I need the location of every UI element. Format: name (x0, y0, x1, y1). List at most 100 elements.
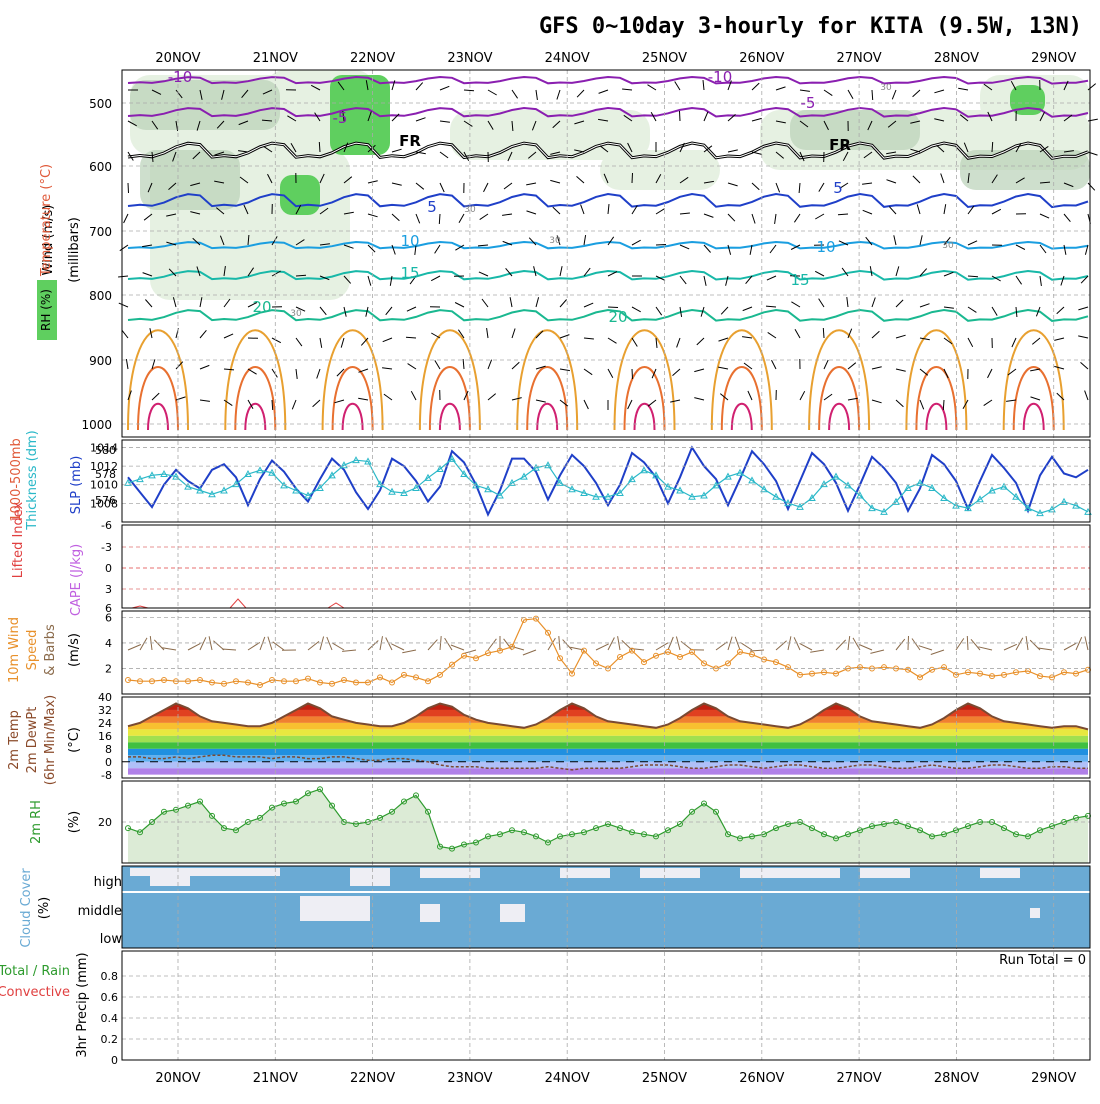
cloud-ylabel-b: (%) (37, 897, 52, 920)
wind-tick-label: 6 (105, 611, 112, 624)
wind-barb (648, 85, 657, 90)
wind-barb (392, 183, 402, 185)
wind-barb (913, 176, 920, 183)
cloud-gap (500, 904, 525, 922)
wind-barb (819, 299, 824, 307)
wind-barb (800, 391, 805, 400)
slp-line (128, 448, 1088, 515)
wind-barb (488, 360, 492, 369)
cloud-gap (980, 868, 1020, 878)
wind-barb (848, 90, 853, 99)
sfc-wind-barb (978, 647, 992, 650)
contour-label: -10 (708, 68, 733, 86)
wind-barb (341, 338, 344, 348)
bl-contour (430, 367, 470, 430)
contour-label: 10 (400, 232, 419, 250)
rh-ylabel-a: 2m RH (29, 800, 44, 844)
top-date-label: 23NOV (447, 51, 492, 66)
wind-barb (718, 367, 728, 369)
wind-barb (941, 174, 944, 184)
bl-contour (148, 404, 168, 430)
wind-barb (872, 331, 879, 338)
bottom-date-label: 23NOV (447, 1071, 492, 1086)
cloud-level-label: low (100, 932, 123, 947)
wind-ylabel-a: 10m Wind (7, 617, 22, 683)
wind-barb (823, 328, 824, 338)
sfc-wind-barb (870, 650, 884, 653)
wind-barb (752, 214, 755, 224)
wind-barb (752, 183, 759, 190)
wind-barb (958, 88, 968, 90)
wind-barb (512, 362, 519, 369)
cloud-gap (420, 904, 440, 922)
wind-barb (463, 359, 464, 369)
temp-tick-label: 40 (98, 691, 112, 704)
wind-barb (847, 297, 848, 307)
wind-barb (752, 83, 759, 90)
wind-barb (815, 214, 824, 219)
wind-barb (488, 394, 496, 400)
wind-barb (577, 90, 584, 97)
precip-tick-label: 0.6 (101, 991, 119, 1004)
wind-barb (292, 400, 296, 409)
bl-contour (732, 404, 752, 430)
wind-barb (896, 300, 903, 307)
wind-barb (697, 338, 704, 345)
cloud-level-label: high (94, 875, 122, 890)
wind-barb (416, 183, 424, 189)
pressure-tick-label: 600 (89, 160, 112, 174)
contour-label: 15 (790, 271, 809, 289)
wind-barb (920, 304, 930, 307)
wind-barb (512, 398, 522, 400)
wind-barb (742, 337, 752, 338)
wind-tick-label: 2 (105, 662, 112, 675)
bl-contour (537, 404, 557, 430)
wind-barb (119, 303, 128, 307)
wind-barb (510, 297, 512, 307)
wind-barb (200, 365, 209, 369)
top-date-label: 24NOV (545, 51, 590, 66)
top-date-label: 29NOV (1031, 51, 1076, 66)
temp-ylabel-d: (°C) (67, 727, 82, 753)
wind-barb (560, 300, 567, 308)
temp-tick-label: 0 (105, 756, 112, 769)
sfc-wind-barb (368, 641, 378, 651)
wind-barb (726, 276, 728, 286)
cloud-gap (640, 868, 700, 878)
wind-barb (200, 330, 206, 338)
wind-barb (550, 180, 560, 183)
wind-barb (920, 400, 924, 409)
upper-ylabel-unit: (millibars) (67, 217, 82, 283)
wind-barb (1078, 307, 1088, 310)
wind-barb (416, 83, 423, 90)
cape-tick-label: 3 (105, 583, 112, 596)
wind-barb (368, 214, 378, 217)
wind-barb (917, 204, 920, 214)
contour-label: 5 (833, 179, 843, 197)
wind-barb (1088, 84, 1096, 90)
wind-barb (392, 245, 395, 255)
wind-barb (384, 394, 392, 400)
wind-barb (536, 90, 537, 100)
sfc-wind-barb (327, 637, 332, 650)
wind-barb (608, 237, 614, 245)
temp-tick-label: 8 (105, 743, 112, 756)
wind-barb (1064, 214, 1070, 222)
wind-barb (529, 238, 536, 245)
bottom-date-label: 21NOV (253, 1071, 298, 1086)
cape-ylabel: CAPE (J/kg) (69, 544, 84, 616)
wind-barb (794, 214, 800, 222)
sfc-wind-barb (956, 638, 964, 650)
contour-label: -10 (168, 68, 193, 86)
sfc-wind-barb (810, 650, 824, 652)
wind-barb (894, 235, 896, 245)
bl-contour (615, 330, 675, 430)
temp-band (122, 710, 1090, 716)
wind-barb (776, 183, 780, 192)
wind-barb (728, 150, 738, 152)
wind-barb (527, 211, 537, 214)
wind-barb (795, 329, 800, 338)
panel-frame (122, 440, 1090, 522)
wind-barb (632, 369, 633, 379)
wind-barb (224, 299, 230, 307)
